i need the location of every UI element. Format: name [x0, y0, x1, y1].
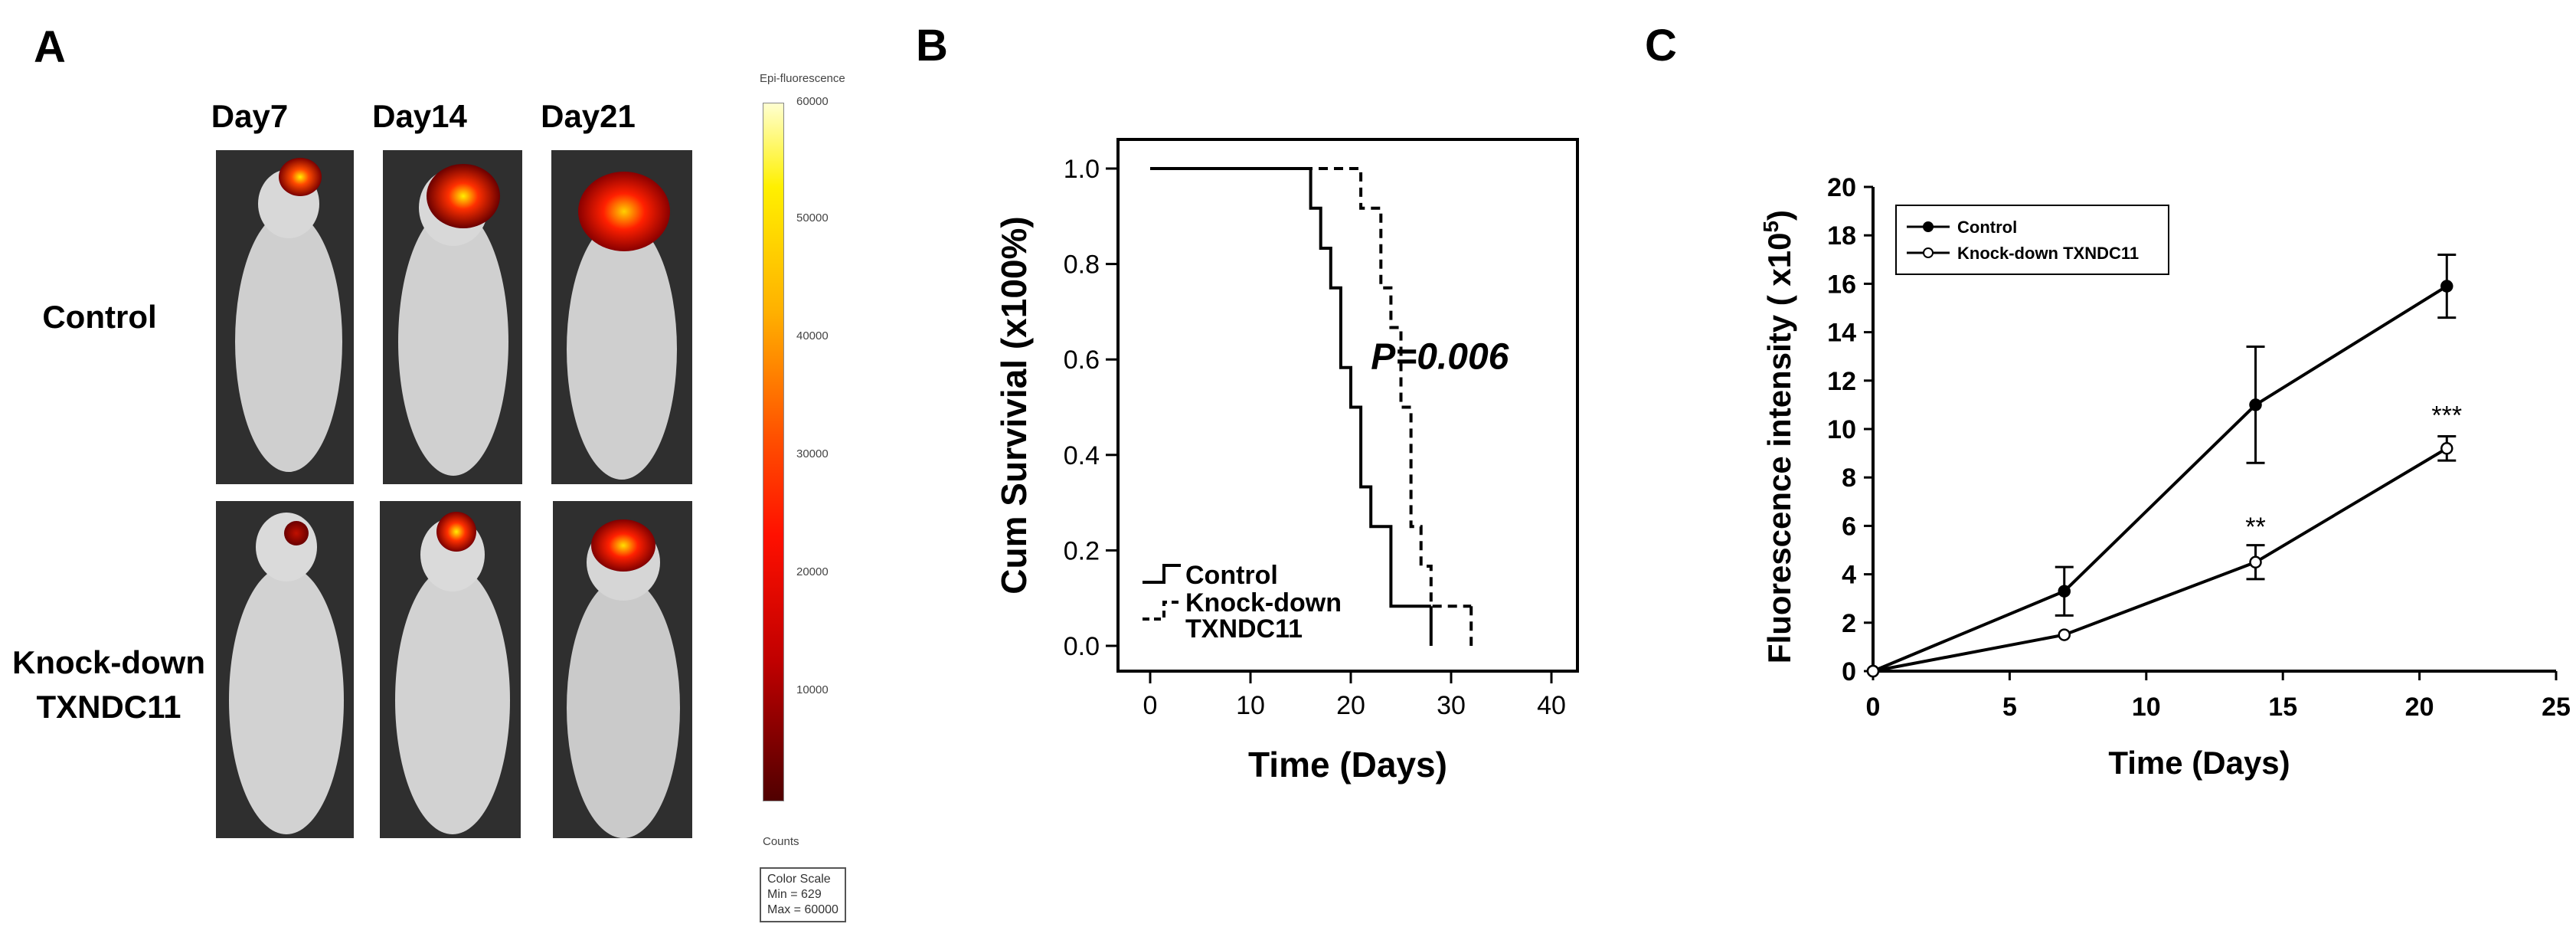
x-axis-label: Time (Days)	[2108, 745, 2290, 781]
line-control	[1872, 284, 2448, 673]
y-tick-label: 1.0	[1064, 155, 1100, 184]
legend-label-knockdown-line2: TXNDC11	[1185, 614, 1303, 644]
mouse-image-control-day14	[383, 150, 522, 484]
point-control	[2249, 398, 2262, 411]
legend-label-control: Control	[1185, 561, 1278, 590]
x-tick-label: 0	[1143, 691, 1158, 720]
column-header-day14: Day14	[372, 98, 467, 134]
x-tick-label: 10	[1236, 691, 1265, 720]
plot-frame	[1116, 138, 1579, 673]
point-knockdown	[1866, 664, 1880, 678]
y-tick-label: 14	[1827, 319, 1856, 348]
y-tick-label: 20	[1827, 173, 1856, 202]
colorbar-tick-40000: 40000	[796, 329, 829, 342]
row-header-knockdown: Knock-down TXNDC11	[12, 644, 205, 725]
y-tick-label: 0.4	[1064, 441, 1100, 470]
column-header-day21: Day21	[541, 98, 636, 134]
y-tick-label: 4	[1842, 561, 1856, 590]
legend-swatch-knockdown	[1143, 601, 1181, 621]
y-tick-label: 12	[1827, 367, 1856, 396]
y-tick-label: 0.0	[1064, 632, 1100, 661]
row-header-control: Control	[42, 299, 157, 335]
y-axis-label: Cum Survivial (x100%)	[994, 216, 1034, 594]
x-tick-label: 20	[2405, 693, 2434, 722]
y-tick-label: 0.2	[1064, 536, 1100, 565]
survival-chart: 0 10 20 30 40 0.0 0.2 0.4 0.6 0.8 1.0 Time (Days) Cu…	[994, 138, 1579, 785]
colorbar-tick-30000: 30000	[796, 447, 829, 460]
legend-marker-knockdown	[1923, 247, 1934, 258]
y-axis-label: Fluorescence intensity ( x105)	[1759, 210, 1797, 663]
colorbar-tick-10000: 10000	[796, 683, 829, 696]
x-axis-label: Time (Days)	[1248, 745, 1447, 785]
y-tick-label: 18	[1827, 221, 1856, 251]
y-tick-label: 2	[1842, 609, 1856, 638]
panel-c-letter: C	[1645, 21, 1677, 70]
legend-label-knockdown-line1: Knock-down	[1185, 588, 1342, 618]
y-tick-label: 8	[1842, 464, 1856, 493]
x-tick-label: 15	[2268, 693, 2297, 722]
point-knockdown	[2249, 555, 2262, 569]
panel-b-letter: B	[916, 21, 948, 70]
point-control	[2058, 585, 2071, 598]
fluorescence-chart: 0 5 10 15 20 25 0 2 4 6 8 10 12 14 16 18 20 Time (Days) Fl…	[1759, 173, 2571, 781]
y-tick-label: 16	[1827, 270, 1856, 299]
colorbar-tick-50000: 50000	[796, 211, 829, 224]
x-tick-label: 40	[1537, 691, 1566, 720]
color-scale-box: Color Scale Min = 629 Max = 60000	[760, 867, 846, 922]
p-value-annotation: P=0.006	[1371, 337, 1509, 378]
colorbar-counts-label: Counts	[763, 835, 799, 848]
x-tick-label: 0	[1866, 693, 1881, 722]
x-tick-label: 20	[1336, 691, 1365, 720]
colorbar-title: Epi-fluorescence	[760, 72, 845, 85]
mouse-image-control-day21	[551, 150, 692, 484]
legend-swatch-control	[1143, 564, 1181, 584]
significance-marker: **	[2245, 513, 2265, 542]
line-knockdown	[1872, 447, 2448, 673]
colorbar-tick-60000: 60000	[796, 95, 829, 108]
colorbar-tick-20000: 20000	[796, 565, 829, 578]
x-tick-label: 25	[2542, 693, 2571, 722]
x-tick-label: 10	[2132, 693, 2161, 722]
color-scale-title: Color Scale	[767, 873, 831, 886]
color-scale-max: Max = 60000	[767, 903, 839, 916]
panel-a-letter: A	[34, 22, 66, 72]
y-tick-label: 6	[1842, 512, 1856, 541]
y-tick-label: 0	[1842, 657, 1856, 686]
legend-box	[1895, 205, 2169, 275]
mouse-image-control-day7	[216, 150, 354, 484]
legend-marker-control	[1923, 221, 1934, 232]
legend-label-knockdown: Knock-down TXNDC11	[1957, 244, 2139, 263]
point-control	[2440, 280, 2453, 293]
color-scale-min: Min = 629	[767, 888, 822, 901]
legend-label-control: Control	[1957, 218, 2017, 237]
y-tick-label: 10	[1827, 415, 1856, 444]
mouse-image-knockdown-day7	[216, 501, 354, 838]
significance-marker: ***	[2431, 401, 2462, 431]
y-tick-label: 0.8	[1064, 251, 1100, 280]
mouse-image-knockdown-day14	[380, 501, 521, 838]
survival-curve-control	[1150, 167, 1431, 608]
point-knockdown	[2058, 628, 2071, 641]
column-header-day7: Day7	[211, 98, 289, 134]
point-knockdown	[2440, 442, 2453, 455]
y-tick-label: 0.6	[1064, 346, 1100, 375]
mouse-image-knockdown-day21	[553, 501, 692, 838]
x-tick-label: 5	[2002, 693, 2017, 722]
x-tick-label: 30	[1437, 691, 1466, 720]
survival-curve-knockdown	[1150, 167, 1472, 608]
colorbar-gradient	[763, 103, 784, 801]
